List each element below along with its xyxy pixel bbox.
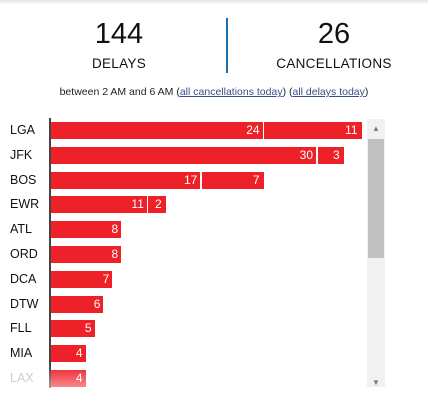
bar-ewr[interactable]: 11 2: [50, 196, 166, 214]
bar-lax[interactable]: 4: [50, 370, 86, 387]
data-label-atl-1: 8: [111, 222, 119, 237]
scrollbar-thumb[interactable]: [368, 139, 384, 258]
data-label-bos-1: 17: [183, 172, 198, 187]
segment-separator-bos: [200, 171, 202, 189]
scroll-down-arrow-icon[interactable]: ▼: [372, 378, 380, 387]
segment-separator-ewr: [146, 196, 149, 214]
y-tick-label-lga: LGA: [10, 123, 36, 137]
subtitle-suffix: ): [364, 86, 369, 98]
bar-mia[interactable]: 4: [50, 345, 86, 363]
y-tick-label-bos: BOS: [10, 172, 37, 187]
data-label-dca-1: 7: [102, 271, 110, 286]
y-tick-label-jfk: JFK: [10, 147, 33, 162]
cancellations-label: CANCELLATIONS: [276, 56, 392, 71]
data-label-ewr-1: 11: [131, 197, 144, 212]
data-label-lax-1: 4: [75, 371, 83, 385]
y-tick-label-fll: FLL: [10, 321, 32, 336]
bar-dtw[interactable]: 6: [50, 295, 104, 313]
y-tick-label-dtw: DTW: [10, 296, 39, 311]
data-label-jfk-2: 3: [333, 147, 340, 162]
time-range-subtitle: between 2 AM and 6 AM (all cancellations…: [0, 86, 428, 98]
data-label-ord-1: 8: [111, 247, 119, 261]
bar-lga[interactable]: 24 11: [50, 122, 362, 139]
data-label-dtw-1: 6: [93, 296, 101, 311]
data-label-ewr-2: 2: [155, 197, 162, 212]
all-delays-link[interactable]: all delays today: [292, 86, 365, 98]
cancellations-count: 26: [317, 18, 351, 50]
segment-separator-lga: [262, 122, 265, 139]
y-tick-label-ewr: EWR: [10, 197, 40, 212]
data-label-lga-1: 24: [246, 123, 260, 137]
segment-separator-jfk: [316, 146, 318, 164]
y-tick-label-atl: ATL: [10, 222, 32, 237]
data-label-lga-2: 11: [345, 123, 358, 137]
y-tick-label-lax: LAX: [10, 371, 34, 385]
all-cancellations-link[interactable]: all cancellations today: [179, 86, 283, 98]
bar-bos[interactable]: 17 7: [50, 171, 264, 189]
stat-divider: [226, 18, 228, 73]
data-label-jfk-1: 30: [299, 147, 313, 162]
data-label-mia-1: 4: [75, 346, 83, 361]
bar-fll[interactable]: 5: [50, 320, 95, 338]
y-tick-label-dca: DCA: [10, 271, 37, 286]
bar-atl[interactable]: 8: [50, 221, 122, 239]
delays-count: 144: [94, 18, 144, 50]
y-axis-line: [49, 118, 51, 388]
subtitle-middle: ) (: [282, 86, 293, 98]
y-tick-label-mia: MIA: [10, 346, 33, 361]
delays-label: DELAYS: [91, 56, 147, 71]
subtitle-prefix: between 2 AM and 6 AM (: [59, 86, 180, 98]
top-edge: [0, 0, 428, 5]
y-tick-label-ord: ORD: [10, 247, 38, 261]
bar-dca[interactable]: 7: [50, 270, 113, 288]
scroll-up-arrow-icon[interactable]: ▲: [372, 124, 380, 133]
delays-stat: 144 DELAYS: [49, 18, 189, 72]
data-label-fll-1: 5: [84, 321, 92, 336]
data-label-bos-2: 7: [252, 172, 260, 187]
bar-jfk[interactable]: 30 3: [50, 146, 344, 164]
bar-ord[interactable]: 8: [50, 246, 122, 263]
cancellations-stat: 26 CANCELLATIONS: [264, 18, 404, 72]
